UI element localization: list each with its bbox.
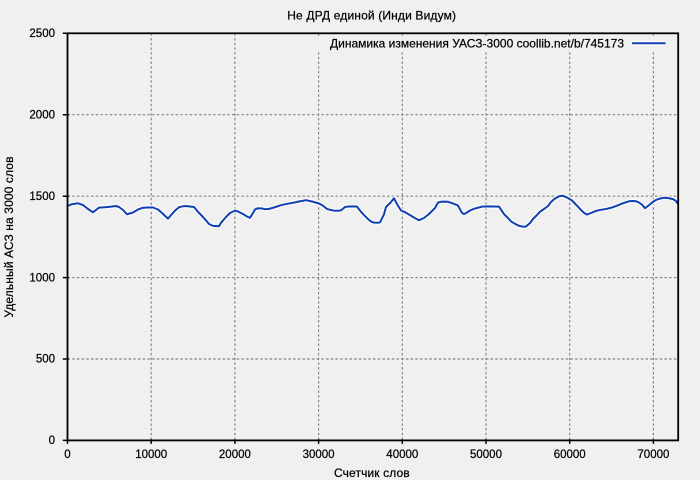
- svg-text:500: 500: [36, 354, 55, 366]
- svg-text:30000: 30000: [303, 449, 335, 461]
- svg-text:2000: 2000: [29, 109, 55, 121]
- svg-text:40000: 40000: [386, 449, 418, 461]
- svg-text:Удельный АСЗ на 3000 слов: Удельный АСЗ на 3000 слов: [2, 156, 16, 317]
- svg-text:60000: 60000: [554, 449, 586, 461]
- svg-text:Не ДРД единой (Инди Видум): Не ДРД единой (Инди Видум): [287, 9, 456, 23]
- svg-text:70000: 70000: [637, 449, 669, 461]
- svg-text:Динамика изменения УАСЗ-3000 c: Динамика изменения УАСЗ-3000 coollib.net…: [330, 36, 624, 50]
- svg-text:1500: 1500: [29, 191, 55, 203]
- svg-text:0: 0: [49, 435, 55, 447]
- svg-text:20000: 20000: [219, 449, 251, 461]
- svg-text:50000: 50000: [470, 449, 502, 461]
- svg-text:0: 0: [64, 449, 70, 461]
- svg-text:1000: 1000: [29, 272, 55, 284]
- svg-text:2500: 2500: [29, 28, 55, 40]
- svg-text:10000: 10000: [135, 449, 167, 461]
- svg-text:Счетчик слов: Счетчик слов: [334, 466, 410, 480]
